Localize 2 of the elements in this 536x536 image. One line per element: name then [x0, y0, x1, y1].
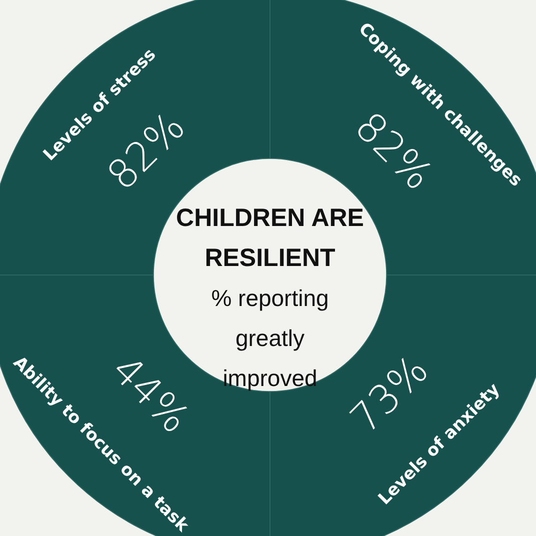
- text: CHILDREN ARE RESILIENT: [175, 203, 365, 274]
- text: % reporting greatly improved: [211, 285, 329, 391]
